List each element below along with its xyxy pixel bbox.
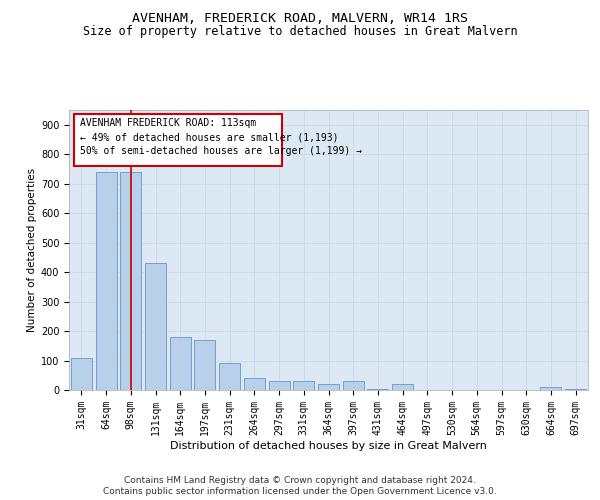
Bar	[244, 378, 265, 390]
Bar	[293, 381, 314, 390]
Y-axis label: Number of detached properties: Number of detached properties	[26, 168, 37, 332]
FancyBboxPatch shape	[74, 114, 282, 166]
Bar	[367, 388, 388, 390]
Bar	[120, 172, 141, 390]
Text: Contains HM Land Registry data © Crown copyright and database right 2024.: Contains HM Land Registry data © Crown c…	[124, 476, 476, 485]
Bar	[392, 384, 413, 390]
Bar	[219, 364, 240, 390]
Bar	[71, 358, 92, 390]
Bar	[541, 387, 562, 390]
Text: Contains public sector information licensed under the Open Government Licence v3: Contains public sector information licen…	[103, 487, 497, 496]
Bar	[95, 172, 116, 390]
Text: AVENHAM, FREDERICK ROAD, MALVERN, WR14 1RS: AVENHAM, FREDERICK ROAD, MALVERN, WR14 1…	[132, 12, 468, 26]
Bar	[318, 384, 339, 390]
Text: Size of property relative to detached houses in Great Malvern: Size of property relative to detached ho…	[83, 25, 517, 38]
Bar	[194, 340, 215, 390]
X-axis label: Distribution of detached houses by size in Great Malvern: Distribution of detached houses by size …	[170, 440, 487, 450]
Text: AVENHAM FREDERICK ROAD: 113sqm
← 49% of detached houses are smaller (1,193)
50% : AVENHAM FREDERICK ROAD: 113sqm ← 49% of …	[80, 118, 362, 156]
Bar	[565, 388, 586, 390]
Bar	[269, 381, 290, 390]
Bar	[343, 381, 364, 390]
Bar	[170, 337, 191, 390]
Bar	[145, 264, 166, 390]
